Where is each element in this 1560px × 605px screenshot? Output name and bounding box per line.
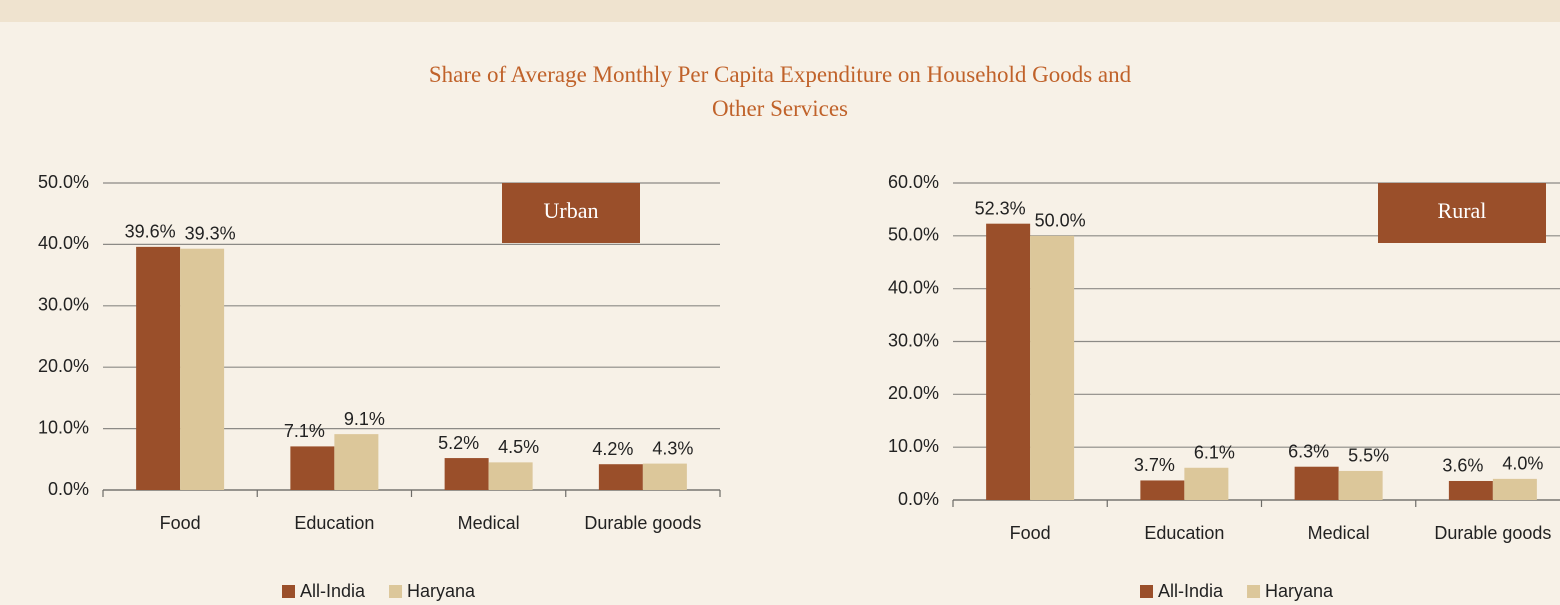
- legend-label: All-India: [300, 581, 366, 601]
- y-tick-label: 50.0%: [888, 225, 939, 245]
- legend-swatch: [1140, 585, 1153, 598]
- bar: [598, 464, 643, 490]
- x-tick-label: Medical: [457, 513, 520, 533]
- y-tick-label: 60.0%: [888, 172, 939, 192]
- value-label: 6.3%: [1288, 441, 1329, 461]
- x-tick-label: Durable goods: [1434, 523, 1552, 543]
- y-tick-label: 0.0%: [48, 479, 89, 499]
- bar: [642, 463, 687, 490]
- value-label: 39.3%: [185, 223, 236, 243]
- bar: [290, 446, 335, 490]
- value-label: 50.0%: [1035, 211, 1086, 231]
- bar: [1030, 235, 1075, 501]
- value-label: 4.5%: [498, 437, 539, 457]
- label-box: [502, 183, 640, 243]
- value-label: 3.7%: [1134, 455, 1175, 475]
- bar: [1338, 470, 1383, 500]
- value-label: 5.2%: [438, 433, 479, 453]
- value-label: 9.1%: [344, 409, 385, 429]
- x-tick-label: Durable goods: [584, 513, 702, 533]
- bar: [986, 223, 1031, 500]
- value-label: 52.3%: [975, 198, 1026, 218]
- value-label: 39.6%: [125, 222, 176, 242]
- bar: [1492, 478, 1537, 500]
- chart-title: Share of Average Monthly Per Capita Expe…: [428, 62, 1132, 121]
- y-tick-label: 30.0%: [888, 330, 939, 350]
- value-label: 4.0%: [1502, 454, 1543, 474]
- label-box: [1378, 183, 1546, 243]
- legend-label: All-India: [1158, 581, 1224, 601]
- y-tick-label: 10.0%: [888, 436, 939, 456]
- x-tick-label: Education: [1144, 523, 1225, 543]
- y-tick-label: 20.0%: [38, 356, 89, 376]
- x-tick-label: Education: [294, 513, 375, 533]
- y-tick-label: 30.0%: [38, 295, 89, 315]
- value-label: 3.6%: [1442, 456, 1483, 476]
- y-tick-label: 50.0%: [38, 172, 89, 192]
- value-label: 7.1%: [284, 421, 325, 441]
- bar: [444, 458, 489, 490]
- value-label: 4.3%: [652, 438, 693, 458]
- bar: [136, 246, 181, 490]
- bar: [1184, 467, 1229, 500]
- y-tick-label: 40.0%: [888, 277, 939, 297]
- bar: [180, 248, 225, 490]
- y-tick-label: 10.0%: [38, 417, 89, 437]
- bar: [1294, 466, 1339, 500]
- x-tick-label: Medical: [1307, 523, 1370, 543]
- value-label: 6.1%: [1194, 443, 1235, 463]
- chart-label: Urban: [544, 198, 599, 223]
- x-tick-label: Food: [1009, 523, 1051, 543]
- bar: [334, 434, 379, 490]
- legend-label: Haryana: [1265, 581, 1334, 601]
- y-tick-label: 20.0%: [888, 383, 939, 403]
- legend-label: Haryana: [407, 581, 476, 601]
- x-tick-label: Food: [159, 513, 201, 533]
- bar: [1448, 480, 1493, 500]
- value-label: 4.2%: [592, 439, 633, 459]
- bar: [488, 462, 533, 490]
- legend-swatch: [389, 585, 403, 598]
- chart-label: Rural: [1438, 198, 1487, 223]
- y-tick-label: 40.0%: [38, 233, 89, 253]
- bar: [1140, 480, 1185, 500]
- value-label: 5.5%: [1348, 446, 1389, 466]
- legend-swatch: [282, 585, 295, 598]
- y-tick-label: 0.0%: [898, 489, 939, 509]
- legend-swatch: [1247, 585, 1261, 598]
- top-band: [0, 0, 1560, 22]
